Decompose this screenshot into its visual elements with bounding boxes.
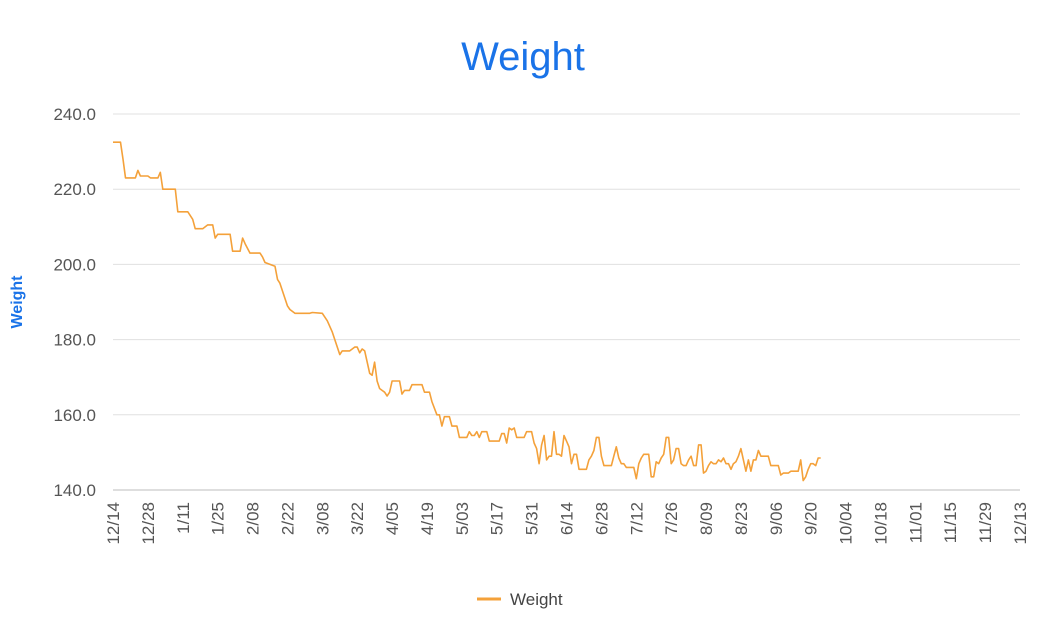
- legend-label-weight: Weight: [510, 590, 563, 609]
- x-tick-label: 5/03: [453, 502, 472, 535]
- y-tick-label: 140.0: [53, 481, 96, 500]
- x-tick-label: 10/04: [837, 502, 856, 545]
- x-tick-label: 8/23: [732, 502, 751, 535]
- x-tick-label: 1/25: [209, 502, 228, 535]
- x-tick-label: 3/22: [348, 502, 367, 535]
- x-tick-label: 5/31: [523, 502, 542, 535]
- x-tick-label: 5/17: [488, 502, 507, 535]
- x-tick-label: 11/29: [976, 502, 995, 543]
- x-tick-label: 3/08: [313, 502, 332, 535]
- x-tick-label: 9/20: [802, 502, 821, 535]
- y-tick-label: 240.0: [53, 105, 96, 124]
- x-tick-label: 10/18: [871, 502, 890, 545]
- gridlines: [113, 113, 1020, 491]
- x-tick-label: 2/08: [244, 502, 263, 535]
- series-line-weight[interactable]: [113, 141, 821, 482]
- y-axis-label: Weight: [9, 275, 26, 329]
- x-tick-label: 11/15: [941, 502, 960, 543]
- y-axis-ticks: 140.0 160.0 180.0 200.0 220.0 240.0: [53, 105, 96, 500]
- legend[interactable]: Weight: [477, 590, 563, 609]
- x-tick-label: 2/22: [278, 502, 297, 535]
- x-tick-label: 4/19: [418, 502, 437, 535]
- x-tick-label: 7/12: [627, 502, 646, 535]
- chart-title: Weight: [461, 35, 585, 79]
- y-tick-label: 160.0: [53, 406, 96, 425]
- x-tick-label: 9/06: [767, 502, 786, 535]
- x-tick-label: 7/26: [662, 502, 681, 535]
- series-layer: [113, 141, 821, 482]
- y-tick-label: 200.0: [53, 255, 96, 274]
- y-tick-label: 220.0: [53, 180, 96, 199]
- x-tick-label: 1/11: [174, 502, 193, 534]
- x-tick-label: 12/28: [139, 502, 158, 545]
- x-tick-label: 4/05: [383, 502, 402, 535]
- x-tick-label: 6/14: [558, 502, 577, 535]
- x-axis-ticks: 12/14 12/28 1/11 1/25 2/08 2/22 3/08 3/22 4/05 4/…: [104, 502, 1030, 545]
- x-tick-label: 12/14: [104, 502, 123, 545]
- x-tick-label: 11/01: [906, 502, 925, 543]
- x-tick-label: 6/28: [592, 502, 611, 535]
- x-tick-label: 12/13: [1011, 502, 1030, 545]
- x-tick-label: 8/09: [697, 502, 716, 535]
- y-tick-label: 180.0: [53, 331, 96, 350]
